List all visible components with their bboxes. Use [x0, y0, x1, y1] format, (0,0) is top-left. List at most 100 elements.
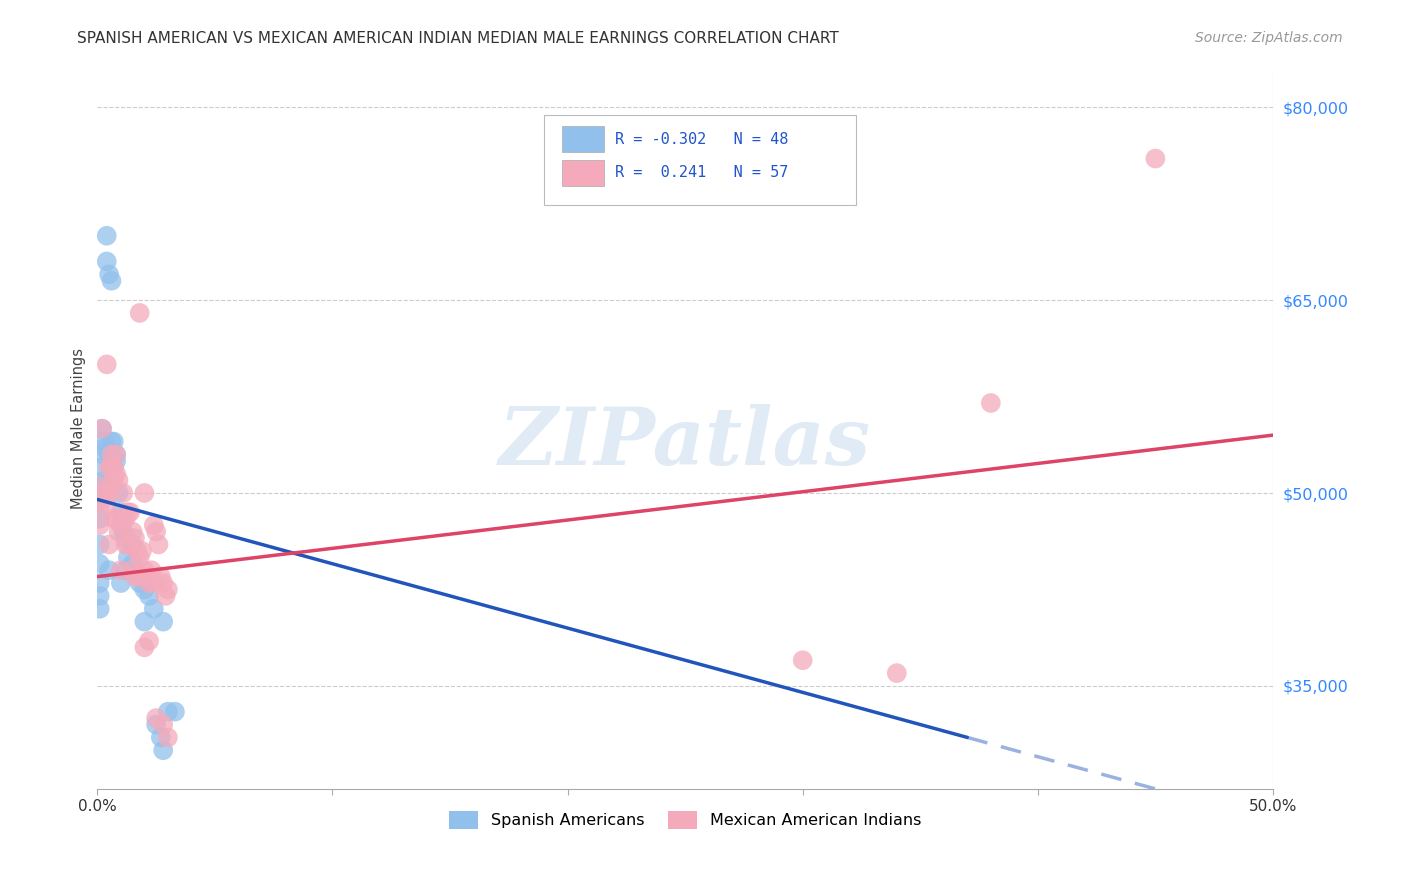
Point [1144, 152, 1167, 166]
Point [103, 512, 125, 526]
Point [100, 447, 122, 461]
Point [135, 569, 157, 583]
Point [112, 512, 135, 526]
Point [131, 544, 153, 558]
Point [96, 228, 118, 243]
Point [105, 447, 128, 461]
Point [142, 601, 165, 615]
Point [149, 731, 172, 745]
Point [117, 537, 139, 551]
Text: SPANISH AMERICAN VS MEXICAN AMERICAN INDIAN MEDIAN MALE EARNINGS CORRELATION CHA: SPANISH AMERICAN VS MEXICAN AMERICAN IND… [77, 31, 839, 46]
Point [110, 518, 132, 533]
Point [128, 306, 150, 320]
Point [121, 557, 143, 571]
Point [124, 569, 146, 583]
Point [138, 634, 160, 648]
Point [107, 473, 129, 487]
Point [89, 557, 111, 571]
Point [110, 576, 132, 591]
Point [134, 615, 156, 629]
Point [134, 582, 156, 597]
Point [89, 589, 111, 603]
Point [145, 524, 167, 539]
Point [89, 479, 111, 493]
Point [114, 531, 136, 545]
Point [96, 357, 118, 371]
Point [103, 460, 125, 475]
Point [112, 486, 135, 500]
Point [792, 653, 814, 667]
Point [98, 563, 121, 577]
Point [134, 563, 156, 577]
Point [128, 576, 150, 591]
Point [148, 537, 170, 551]
Point [96, 499, 118, 513]
Point [152, 615, 174, 629]
Point [89, 537, 111, 551]
Point [107, 486, 129, 500]
Point [142, 518, 165, 533]
Legend: Spanish Americans, Mexican American Indians: Spanish Americans, Mexican American Indi… [443, 805, 928, 835]
Point [110, 563, 132, 577]
Point [89, 576, 111, 591]
Point [100, 274, 122, 288]
Point [93, 441, 115, 455]
Point [156, 582, 179, 597]
Text: ZIPatlas: ZIPatlas [499, 404, 872, 482]
Point [149, 569, 172, 583]
Point [145, 717, 167, 731]
Point [105, 512, 128, 526]
Point [105, 467, 128, 481]
Point [138, 589, 160, 603]
Point [152, 717, 174, 731]
Point [93, 473, 115, 487]
Point [110, 505, 132, 519]
Point [124, 531, 146, 545]
Point [91, 422, 114, 436]
Point [100, 434, 122, 449]
Point [114, 512, 136, 526]
Point [112, 524, 135, 539]
Point [93, 486, 115, 500]
Point [107, 524, 129, 539]
Point [121, 563, 143, 577]
Point [155, 589, 177, 603]
Point [142, 576, 165, 591]
Point [89, 601, 111, 615]
Point [98, 268, 121, 282]
Point [138, 576, 160, 591]
Point [103, 460, 125, 475]
Point [103, 473, 125, 487]
Point [98, 537, 121, 551]
Point [134, 640, 156, 655]
Point [117, 550, 139, 565]
Point [100, 479, 122, 493]
Point [980, 396, 1002, 410]
Point [134, 486, 156, 500]
Point [120, 505, 142, 519]
Point [128, 569, 150, 583]
Point [152, 743, 174, 757]
Point [93, 434, 115, 449]
Point [886, 666, 908, 681]
Point [124, 563, 146, 577]
Point [91, 422, 114, 436]
Point [121, 537, 143, 551]
Point [105, 454, 128, 468]
Point [100, 460, 122, 475]
Point [114, 563, 136, 577]
Point [98, 447, 121, 461]
Point [89, 518, 111, 533]
FancyBboxPatch shape [544, 115, 856, 205]
Y-axis label: Median Male Earnings: Median Male Earnings [72, 348, 86, 509]
Point [156, 705, 179, 719]
Point [152, 576, 174, 591]
Point [89, 499, 111, 513]
Point [117, 505, 139, 519]
Point [114, 537, 136, 551]
Point [156, 731, 179, 745]
Point [89, 492, 111, 507]
Point [128, 550, 150, 565]
Point [141, 563, 163, 577]
Point [163, 705, 186, 719]
